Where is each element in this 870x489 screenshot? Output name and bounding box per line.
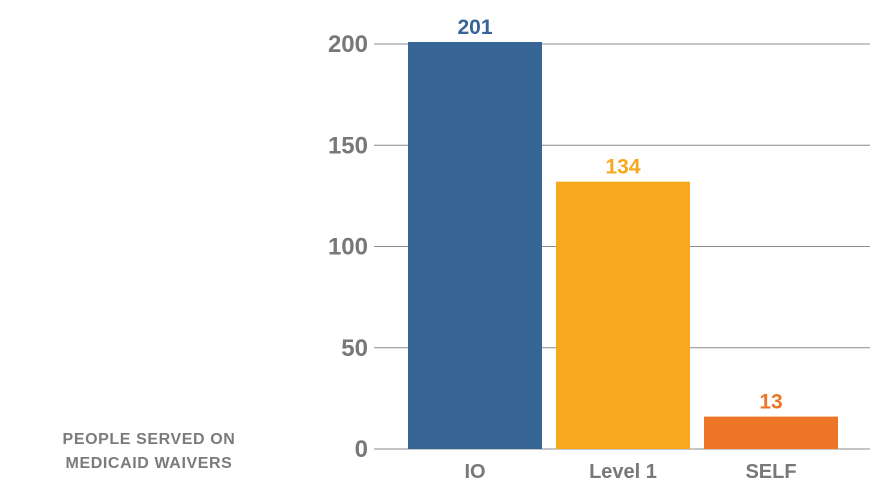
bar-io [408, 41, 542, 449]
y-tick-label-150: 150 [328, 132, 368, 159]
data-label-io: 201 [457, 16, 492, 39]
chart-side-caption: PEOPLE SERVED ON MEDICAID WAIVERS [14, 428, 284, 476]
data-label-self: 13 [759, 391, 782, 414]
caption-line-2: MEDICAID WAIVERS [65, 455, 233, 472]
caption-line-1: PEOPLE SERVED ON [62, 431, 236, 448]
bar-self [704, 416, 838, 449]
data-label-level-1: 134 [605, 156, 640, 179]
x-tick-label-level-1: Level 1 [589, 461, 657, 483]
y-tick-label-50: 50 [341, 335, 368, 362]
bar-level-1 [556, 181, 690, 449]
x-tick-label-self: SELF [745, 461, 796, 483]
y-tick-label-0: 0 [355, 436, 368, 463]
y-tick-label-200: 200 [328, 31, 368, 58]
y-tick-label-100: 100 [328, 234, 368, 261]
x-tick-label-io: IO [464, 461, 485, 483]
